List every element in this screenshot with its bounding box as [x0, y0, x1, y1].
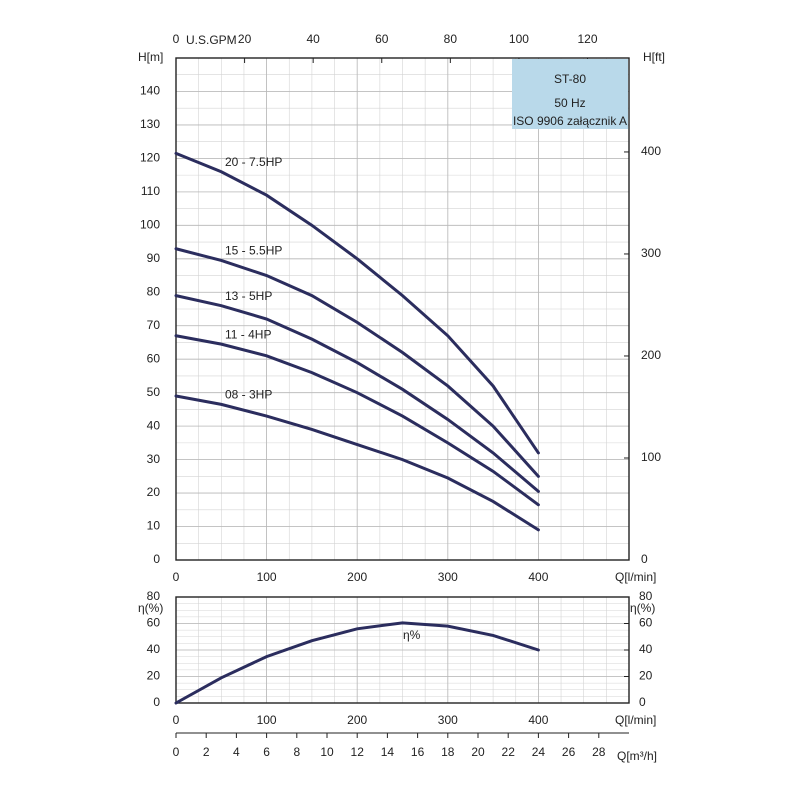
x-tick-label: 200	[347, 570, 367, 584]
x2-tick-label: 18	[441, 745, 455, 759]
x-axis-label: Q[l/min]	[615, 713, 656, 727]
x2-tick-label: 40	[306, 32, 320, 46]
x-tick-label: 200	[347, 713, 367, 727]
y-tick-label: 20	[147, 669, 161, 683]
curve-label: 20 - 7.5HP	[225, 155, 282, 169]
y-tick-label: 140	[140, 84, 160, 98]
y-tick-label: 110	[141, 184, 160, 198]
pump-curve	[174, 151, 540, 455]
y-tick-label: 90	[147, 251, 161, 265]
info-subtitle: 50 Hz	[554, 96, 585, 110]
x-tick-label: 100	[257, 713, 277, 727]
pump-curve	[174, 247, 540, 478]
y-axis-label: H[m]	[138, 50, 163, 64]
y-tick-label: 0	[153, 695, 160, 709]
x2-tick-label: 80	[444, 32, 458, 46]
x2-tick-label: 26	[562, 745, 576, 759]
y-tick-label: 50	[147, 385, 161, 399]
y2-tick-label: 400	[641, 144, 661, 158]
info-note: ISO 9906 załącznik A	[513, 114, 627, 128]
x2-tick-label: 100	[509, 32, 529, 46]
y2-axis-label: η(%)	[630, 601, 655, 615]
x-tick-label: 300	[438, 570, 458, 584]
x2-tick-label: 6	[263, 745, 270, 759]
x-axis-label: Q[l/min]	[615, 570, 656, 584]
y-tick-label: 40	[147, 418, 161, 432]
y-tick-label: 130	[140, 117, 160, 131]
y-tick-label: 40	[147, 642, 161, 656]
x2-tick-label: 20	[471, 745, 485, 759]
y2-tick-label: 80	[639, 589, 653, 603]
y2-tick-label: 60	[639, 616, 653, 630]
x2-tick-label: 24	[532, 745, 546, 759]
y-tick-label: 60	[147, 351, 161, 365]
x2-tick-label: 4	[233, 745, 240, 759]
curve-label: η%	[403, 628, 421, 642]
y-tick-label: 100	[140, 218, 160, 232]
pump-curve	[174, 334, 540, 507]
x2-tick-label: 8	[293, 745, 300, 759]
x2-tick-label: 60	[375, 32, 389, 46]
x-tick-label: 400	[528, 713, 548, 727]
pump-curve	[174, 294, 540, 493]
pump-curve	[174, 394, 540, 532]
y-tick-label: 30	[147, 452, 161, 466]
y2-tick-label: 100	[641, 450, 661, 464]
x2-tick-label: 2	[203, 745, 210, 759]
x2-axis-label: U.S.GPM	[186, 33, 237, 47]
x2-tick-label: 10	[320, 745, 334, 759]
curve-label: 11 - 4HP	[225, 327, 271, 341]
y-tick-label: 60	[147, 616, 161, 630]
x-tick-label: 400	[528, 570, 548, 584]
x-tick-label: 300	[438, 713, 458, 727]
x2-tick-label: 28	[592, 745, 606, 759]
info-box	[512, 59, 628, 129]
y-tick-label: 20	[147, 485, 161, 499]
x2-axis-label: Q[m³/h]	[617, 749, 657, 763]
x-tick-label: 100	[257, 570, 277, 584]
x2-tick-label: 0	[173, 745, 180, 759]
info-title: ST-80	[554, 72, 586, 86]
y2-tick-label: 40	[639, 642, 653, 656]
y2-tick-label: 0	[639, 695, 646, 709]
pump-curve	[174, 621, 540, 705]
x2-tick-label: 0	[173, 32, 180, 46]
x-tick-label: 0	[173, 570, 180, 584]
x2-tick-label: 16	[411, 745, 425, 759]
curve-label: 15 - 5.5HP	[225, 244, 282, 258]
y-axis-label: η(%)	[138, 601, 163, 615]
y-tick-label: 70	[147, 318, 161, 332]
y2-tick-label: 300	[641, 246, 661, 260]
x2-tick-label: 20	[238, 32, 252, 46]
x-tick-label: 0	[173, 713, 180, 727]
y-tick-label: 120	[140, 151, 160, 165]
x2-tick-label: 22	[502, 745, 516, 759]
y2-axis-label: H[ft]	[643, 50, 665, 64]
y2-tick-label: 20	[639, 669, 653, 683]
x2-tick-label: 14	[381, 745, 395, 759]
y-tick-label: 10	[147, 519, 161, 533]
plot-frame	[175, 596, 630, 704]
y-tick-label: 0	[153, 552, 160, 566]
y2-tick-label: 200	[641, 348, 661, 362]
plot-frame	[175, 57, 630, 561]
y2-tick-label: 0	[641, 552, 648, 566]
y-tick-label: 80	[147, 589, 161, 603]
y-tick-label: 80	[147, 284, 161, 298]
x2-tick-label: 12	[351, 745, 365, 759]
x2-tick-label: 120	[577, 32, 597, 46]
curve-label: 13 - 5HP	[225, 289, 272, 303]
curve-label: 08 - 3HP	[225, 388, 272, 402]
